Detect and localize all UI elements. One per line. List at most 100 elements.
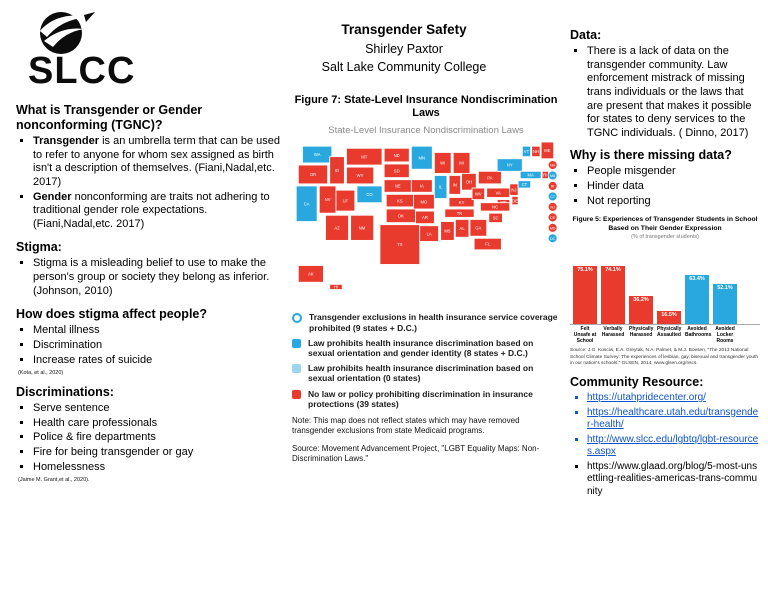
state-label: VT [524, 149, 530, 154]
state-MA [519, 171, 542, 180]
state-AZ [325, 215, 349, 242]
state-label: SD [394, 169, 400, 174]
list-item: Hinder data [587, 180, 760, 194]
state-OH [461, 173, 477, 191]
state-label: UT [343, 199, 349, 204]
legend-label: No law or policy prohibiting discriminat… [308, 388, 533, 409]
page-title: Transgender Safety [341, 22, 467, 37]
legend-item: Law prohibits health insurance discrimin… [292, 363, 560, 383]
figure5-chart: 75.1% 74.1% 36.2% 16.5% 63.4% 52.1% Felt Unsa… [570, 244, 760, 344]
state-label: ND [394, 153, 400, 158]
state-SC [488, 213, 503, 224]
figure5-subtitle: (% of transgender students) [631, 234, 699, 241]
resource-link[interactable]: https://utahpridecenter.org/ [587, 392, 706, 404]
state-label: KY [459, 200, 465, 205]
state-VT [521, 146, 532, 158]
list-item: Transgender is an umbrella term that can… [33, 135, 284, 190]
header: Transgender Safety Shirley Paxtor Salt L… [224, 22, 584, 74]
state-label: OR [310, 172, 316, 177]
state-IN [448, 175, 461, 196]
affect-heading: How does stigma affect people? [16, 307, 208, 322]
missing-data-heading: Why is there missing data? [570, 148, 732, 163]
callout-MD [547, 223, 558, 233]
figure5-title: Figure 5: Experiences of Transgender Stu… [572, 216, 758, 232]
legend-item: Law prohibits health insurance discrimin… [292, 338, 560, 358]
callout-NH [547, 160, 558, 171]
state-MN [410, 146, 433, 171]
state-label: TX [397, 243, 403, 248]
state-label: IL [439, 185, 443, 190]
state-MS [440, 221, 455, 242]
figure7-title: Figure 7: State-Level Insurance Nondiscr… [294, 94, 558, 120]
figure7-subtitle: State-Level Insurance Nondiscrimination … [328, 125, 524, 137]
callout-DC [547, 233, 558, 244]
state-label: AZ [334, 226, 340, 231]
state-label: MS [444, 229, 450, 234]
state-label: ID [335, 168, 339, 173]
slcc-logo-text: SLCC [28, 50, 136, 92]
state-MT [346, 148, 383, 166]
state-label: WY [357, 174, 364, 179]
bar-5: 52.1% [713, 283, 737, 325]
bar-2: 36.2% [629, 296, 653, 325]
tgnc-heading: What is Transgender or Gender nonconform… [16, 103, 203, 132]
list-item: Police & fire departments [33, 431, 284, 445]
state-label: MN [419, 156, 426, 161]
callout-label: DE [550, 216, 556, 220]
state-CT [517, 180, 532, 189]
list-item: Fire for being transgender or gay [33, 446, 284, 460]
bold-term: Transgender [33, 135, 100, 147]
bar-value-label: 16.5% [661, 312, 677, 319]
state-label: MO [421, 200, 428, 205]
square-marker-icon [292, 389, 301, 399]
state-label: MA [528, 173, 534, 178]
state-label: NY [507, 163, 513, 168]
state-label: DE [512, 199, 518, 204]
callout-label: RI [551, 185, 555, 189]
state-NJ [509, 183, 519, 197]
state-label: NV [325, 198, 331, 203]
discrimination-heading: Discriminations: [16, 385, 114, 400]
resource-link[interactable]: https://healthcare.utah.edu/transgender-… [587, 406, 759, 431]
ring-marker-icon [292, 313, 302, 324]
state-label: CA [304, 202, 310, 207]
data-heading: Data: [570, 28, 602, 42]
state-label: AR [422, 215, 428, 220]
state-label: NH [533, 149, 539, 154]
state-label: OK [398, 214, 404, 219]
state-label: RI [543, 173, 547, 178]
legend-label: Law prohibits health insurance discrimin… [308, 363, 534, 384]
bar-1: 74.1% [601, 266, 625, 325]
state-ND [383, 148, 410, 163]
resource-link[interactable]: http://www.slcc.edu/lgbtq/lgbt-resources… [587, 433, 759, 458]
state-SD [383, 163, 410, 179]
state-label: NM [359, 226, 366, 231]
bar-category-label: Physically Assaulted [657, 326, 682, 338]
callout-CT [547, 192, 558, 202]
state-WA [302, 146, 333, 164]
callout-DE [547, 213, 558, 223]
state-label: GA [475, 226, 481, 231]
bar-category-label: Physically Harassed [629, 326, 654, 338]
state-CA [295, 185, 318, 223]
bar-0: 75.1% [573, 265, 597, 325]
state-DE [511, 196, 519, 206]
callout-label: DC [550, 237, 556, 241]
left-column: What is Transgender or Gender nonconform… [16, 94, 284, 488]
state-NM [350, 215, 375, 242]
state-label: MI [459, 161, 464, 166]
state-WY [346, 167, 375, 185]
state-label: NJ [511, 188, 516, 193]
state-label: MT [361, 155, 367, 160]
state-label: WA [314, 153, 321, 158]
state-KY [448, 197, 475, 208]
state-label: HI [334, 285, 338, 290]
state-label: LA [427, 232, 432, 237]
list-item: There is a lack of data on the transgend… [587, 45, 760, 140]
center-column: Figure 7: State-Level Insurance Nondiscr… [292, 94, 560, 464]
list-item: Discrimination [33, 339, 284, 353]
state-label: FL [485, 242, 491, 247]
bar-4: 63.4% [685, 274, 709, 325]
state-NC [480, 202, 511, 212]
bar-value-label: 36.2% [633, 297, 649, 304]
